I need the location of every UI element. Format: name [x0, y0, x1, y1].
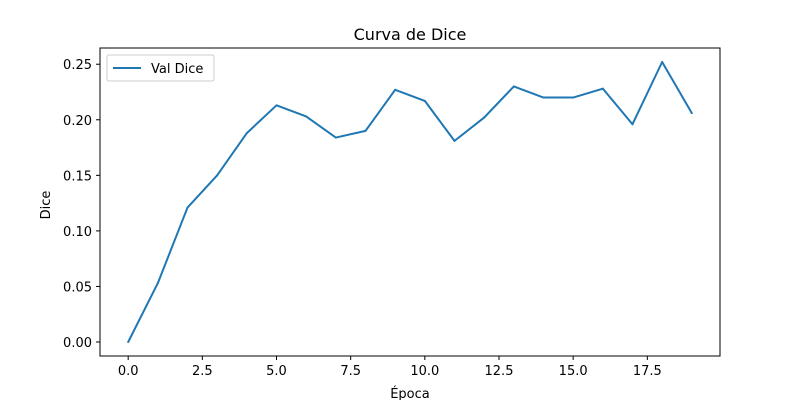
data-point: [245, 132, 248, 135]
legend-label: Val Dice: [151, 62, 203, 77]
data-point: [394, 88, 397, 91]
y-tick-label: 0.20: [63, 114, 92, 129]
legend: Val Dice: [106, 54, 215, 82]
x-tick-label: 10.0: [410, 364, 439, 379]
data-point: [512, 85, 515, 88]
y-tick-label: 0.10: [63, 225, 92, 240]
x-tick-label: 7.5: [340, 364, 361, 379]
x-tick-label: 15.0: [559, 364, 588, 379]
y-axis-label: Dice: [39, 191, 54, 220]
data-point: [364, 129, 367, 132]
data-point: [453, 139, 456, 142]
chart-title: Curva de Dice: [354, 25, 467, 44]
data-point: [542, 96, 545, 99]
x-tick-label: 0.0: [118, 364, 139, 379]
data-point: [690, 112, 693, 115]
y-tick-label: 0.05: [63, 280, 92, 295]
x-axis-label: Época: [390, 386, 430, 400]
x-tick-label: 5.0: [266, 364, 287, 379]
data-point: [483, 116, 486, 119]
data-point: [186, 206, 189, 209]
data-point: [216, 174, 219, 177]
series-layer: [127, 61, 693, 343]
data-point: [601, 87, 604, 90]
data-point: [127, 341, 130, 343]
y-tick-label: 0.15: [63, 169, 92, 184]
data-point: [156, 282, 159, 285]
plot-area-frame: [99, 47, 721, 357]
data-point: [631, 123, 634, 126]
data-point: [305, 115, 308, 118]
legend-box: [106, 54, 215, 82]
y-tick-label: 0.25: [63, 58, 92, 73]
x-tick-label: 12.5: [485, 364, 514, 379]
y-tick-label: 0.00: [63, 336, 92, 351]
data-point: [661, 61, 664, 63]
series-line-val-dice: [127, 61, 693, 343]
axis-ticks: 0.0 2.5 5.0 7.5 10.0 12.5 15.0 17.5 0.00 0.05 0.10…: [63, 58, 662, 379]
data-point: [275, 104, 278, 107]
x-tick-label: 17.5: [633, 364, 662, 379]
data-point: [423, 99, 426, 102]
data-point: [334, 136, 337, 139]
x-tick-label: 2.5: [192, 364, 213, 379]
data-point: [572, 96, 575, 99]
